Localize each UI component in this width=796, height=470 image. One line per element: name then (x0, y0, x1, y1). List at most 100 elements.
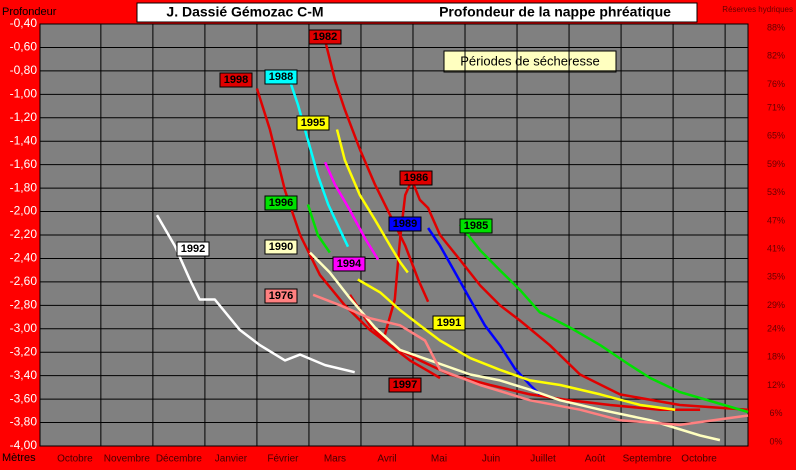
y2-tick-label: 0% (769, 436, 782, 446)
series-label: 1982 (313, 31, 337, 43)
series-label: 1994 (337, 258, 362, 270)
y2-tick-label: 59% (767, 159, 785, 169)
series-label: 1990 (269, 241, 293, 253)
series-label-box (219, 72, 253, 88)
series-label-box (264, 239, 298, 255)
y2-tick-label: 82% (767, 51, 785, 61)
y2-tick-label: 65% (767, 131, 785, 141)
x-tick-label: Août (585, 454, 606, 465)
x-tick-label: Octobre (57, 454, 93, 465)
series-label-box (264, 195, 298, 211)
series-label-box (264, 69, 298, 85)
title-box (136, 2, 698, 23)
y2-tick-label: 29% (767, 300, 785, 310)
y-tick-label: -1,80 (10, 180, 38, 194)
y2-tick-label: 71% (767, 102, 785, 112)
series-line (306, 204, 331, 254)
y2-tick-label: 41% (767, 243, 785, 253)
chart-subtitle: Profondeur de la nappe phréatique (439, 4, 671, 20)
y-axis-label: Profondeur (2, 6, 57, 18)
series-label: 1995 (301, 117, 325, 129)
series-line (458, 223, 749, 414)
series-line (323, 40, 430, 303)
x-tick-label: Décembre (156, 454, 203, 465)
y2-tick-label: 12% (767, 380, 785, 390)
y-tick-label: -2,20 (10, 227, 38, 241)
series-label-box (264, 288, 298, 304)
y2-tick-label: 35% (767, 272, 785, 282)
y2-tick-label: 24% (767, 323, 785, 333)
series-line (155, 214, 355, 374)
annotation: Périodes de sécheresse (460, 53, 599, 68)
y-tick-label: -3,20 (10, 344, 38, 358)
lines (155, 40, 749, 442)
y-tick-label: -1,00 (10, 87, 38, 101)
series-label-box (308, 29, 342, 45)
series-label: 1992 (181, 243, 205, 255)
series-label-box (176, 241, 210, 257)
x-tick-label: Avril (377, 454, 396, 465)
chart-title: J. Dassié Gémozac C-M (166, 4, 323, 20)
x-tick-label: Septembre (623, 454, 672, 465)
y2-tick-label: 76% (767, 79, 785, 89)
series-line (357, 278, 676, 411)
y-tick-label: -4,00 (10, 438, 38, 452)
x-axis-label: Mètres (2, 452, 36, 464)
y-tick-label: -3,40 (10, 368, 38, 382)
x-tick-label: Février (267, 454, 299, 465)
series-label-box (459, 218, 493, 234)
series-label: 1997 (393, 379, 417, 391)
series-labels: 1992 1998 1982 1986 1997 1988 1995 1994 1996 1989… (176, 29, 493, 393)
series-line (383, 178, 749, 411)
y2-tick-label: 18% (767, 352, 785, 362)
series-line (255, 88, 441, 380)
y2-tick-label: 6% (769, 408, 782, 418)
series-line (323, 161, 380, 261)
x-tick-label: Octobre (681, 454, 717, 465)
y-tick-label: -3,00 (10, 321, 38, 335)
x-tick-label: Mai (431, 454, 447, 465)
y2-tick-label: 88% (767, 22, 785, 32)
series-label: 1986 (404, 172, 428, 184)
series-line (309, 251, 721, 442)
series-label-box (388, 377, 422, 393)
y-tick-label: -2,60 (10, 274, 38, 288)
series-label: 1985 (464, 220, 488, 232)
series-label: 1996 (269, 197, 293, 209)
y-tick-label: -1,20 (10, 110, 38, 124)
series-label: 1989 (393, 218, 417, 230)
x-tick-label: Juin (482, 454, 500, 465)
y2-axis-label: Réserves hydriques (722, 5, 793, 14)
y-tick-label: -3,60 (10, 391, 38, 405)
series-label: 1991 (437, 317, 461, 329)
series-line (312, 293, 749, 427)
series-label: 1988 (269, 71, 293, 83)
series-label-box (432, 315, 466, 331)
y2-tick-label: 47% (767, 215, 785, 225)
series-label-box (388, 216, 422, 232)
y-tick-label: -0,60 (10, 40, 38, 54)
y-tick-label: -0,80 (10, 63, 38, 77)
y-tick-label: -1,60 (10, 157, 38, 171)
x-tick-label: Mars (324, 454, 346, 465)
series-label-box (332, 256, 366, 272)
grid (40, 23, 748, 447)
annotation-box (443, 50, 617, 73)
y2-tick-label: 53% (767, 187, 785, 197)
series-label: 1998 (224, 74, 248, 86)
y-tick-label: -0,40 (10, 16, 38, 30)
y-tick-label: -1,40 (10, 133, 38, 147)
series-label-box (296, 115, 330, 131)
y-tick-label: -3,80 (10, 415, 38, 429)
series-line (348, 294, 701, 411)
y-tick-label: -2,80 (10, 298, 38, 312)
y-tick-label: -2,40 (10, 251, 38, 265)
x-tick-label: Juillet (530, 454, 556, 465)
x-tick-label: Janvier (215, 454, 248, 465)
x-tick-label: Novembre (104, 454, 151, 465)
series-label-box (399, 170, 433, 186)
series-label: 1976 (269, 290, 293, 302)
series-line (335, 129, 409, 274)
y-tick-label: -2,00 (10, 204, 38, 218)
